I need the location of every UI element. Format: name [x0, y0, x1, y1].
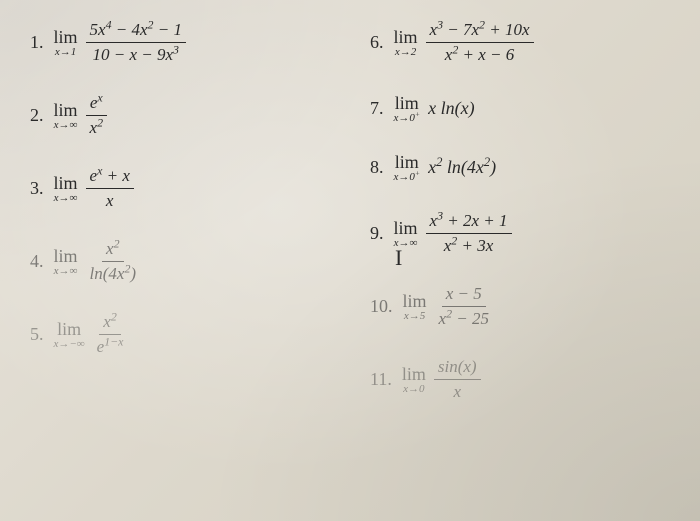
lim-text: lim: [403, 291, 427, 312]
problem-number: 4.: [30, 251, 44, 272]
left-column: 1.limx→15x4 − 4x2 − 110 − x − 9x32.limx→…: [30, 20, 350, 511]
denominator: x2: [86, 116, 108, 138]
limit-expression: limx→∞ x2ln(4x2): [54, 239, 141, 284]
lim-operator: limx→2: [394, 27, 418, 58]
numerator: x2: [99, 312, 121, 335]
problem-left-3: 3. limx→∞ ex + xx: [30, 166, 330, 211]
lim-operator: limx→5: [403, 291, 427, 322]
lim-operator: limx→0: [402, 364, 426, 395]
lim-text: lim: [54, 246, 78, 267]
problem-right-6: 11. limx→0 sin(x)x: [370, 357, 670, 402]
lim-subscript: x→0+: [394, 171, 421, 183]
lim-subscript: x→−∞: [54, 338, 85, 350]
inline-expression: x ln(x): [428, 98, 474, 119]
denominator: x: [102, 189, 118, 211]
lim-text: lim: [57, 319, 81, 340]
numerator: x2: [102, 239, 124, 262]
problem-number: 6.: [370, 32, 384, 53]
problem-number: 10.: [370, 296, 393, 317]
problem-number: 7.: [370, 98, 384, 119]
limit-expression: limx→∞ ex + xx: [54, 166, 134, 211]
problem-right-2: 7. limx→0+ x ln(x): [370, 93, 670, 124]
numerator: x3 + 2x + 1: [426, 211, 512, 234]
numerator: sin(x): [434, 357, 481, 380]
lim-subscript: x→0+: [394, 112, 421, 124]
denominator: ln(4x2): [86, 262, 141, 284]
problem-right-3: 8. limx→0+ x2 ln(4x2): [370, 152, 670, 183]
lim-text: lim: [394, 218, 418, 239]
limit-expression: limx→∞x3 + 2x + 1x2 + 3x: [394, 211, 512, 256]
denominator: e1−x: [93, 335, 128, 357]
problem-right-5: 10. limx→5 x − 5x2 − 25: [370, 284, 670, 329]
fraction: 5x4 − 4x2 − 110 − x − 9x3: [86, 20, 186, 65]
limit-expression: limx→−∞ x2e1−x: [54, 312, 128, 357]
lim-text: lim: [54, 173, 78, 194]
fraction: x2ln(4x2): [86, 239, 141, 284]
text-cursor-mark: I: [395, 245, 402, 271]
fraction: ex + xx: [86, 166, 134, 211]
limit-expression: limx→0 sin(x)x: [402, 357, 481, 402]
lim-operator: limx→1: [54, 27, 78, 58]
math-problems-container: 1.limx→15x4 − 4x2 − 110 − x − 9x32.limx→…: [0, 0, 700, 521]
lim-operator: limx→−∞: [54, 319, 85, 350]
problem-left-4: 4. limx→∞ x2ln(4x2): [30, 239, 330, 284]
lim-text: lim: [54, 27, 78, 48]
problem-left-5: 5. limx→−∞ x2e1−x: [30, 312, 330, 357]
denominator: 10 − x − 9x3: [89, 43, 184, 65]
lim-subscript: x→∞: [54, 192, 78, 204]
limit-expression: limx→2 x3 − 7x2 + 10xx2 + x − 6: [394, 20, 534, 65]
fraction: exx2: [86, 93, 108, 138]
problem-number: 3.: [30, 178, 44, 199]
lim-text: lim: [402, 364, 426, 385]
fraction: x − 5x2 − 25: [435, 284, 493, 329]
numerator: 5x4 − 4x2 − 1: [86, 20, 186, 43]
lim-operator: limx→∞: [54, 246, 78, 277]
problem-number: 5.: [30, 324, 44, 345]
denominator: x2 − 25: [435, 307, 493, 329]
problem-left-2: 2. limx→∞ exx2: [30, 93, 330, 138]
problem-number: 2.: [30, 105, 44, 126]
lim-operator: limx→∞: [54, 173, 78, 204]
fraction: x2e1−x: [93, 312, 128, 357]
problem-number: 1.: [30, 32, 44, 53]
denominator: x2 + x − 6: [441, 43, 519, 65]
lim-subscript: x→2: [395, 46, 416, 58]
limit-expression: limx→1 5x4 − 4x2 − 110 − x − 9x3: [54, 20, 186, 65]
numerator: x3 − 7x2 + 10x: [426, 20, 534, 43]
numerator: ex + x: [86, 166, 134, 189]
lim-operator: limx→0+: [394, 152, 421, 183]
lim-text: lim: [394, 27, 418, 48]
lim-subscript: x→0: [403, 383, 424, 395]
problem-number: 8.: [370, 157, 384, 178]
fraction: sin(x)x: [434, 357, 481, 402]
limit-expression: limx→0+ x ln(x): [394, 93, 475, 124]
limit-expression: limx→∞ exx2: [54, 93, 108, 138]
problem-number: 11.: [370, 369, 392, 390]
lim-subscript: x→∞: [54, 119, 78, 131]
fraction: x3 − 7x2 + 10xx2 + x − 6: [426, 20, 534, 65]
limit-expression: limx→0+ x2 ln(4x2): [394, 152, 497, 183]
fraction: x3 + 2x + 1x2 + 3x: [426, 211, 512, 256]
problem-right-4: 9. limx→∞x3 + 2x + 1x2 + 3x: [370, 211, 670, 256]
lim-operator: limx→∞: [54, 100, 78, 131]
denominator: x2 + 3x: [440, 234, 498, 256]
numerator: x − 5: [442, 284, 486, 307]
denominator: x: [449, 380, 465, 402]
lim-subscript: x→5: [404, 310, 425, 322]
problem-number: 9.: [370, 223, 384, 244]
limit-expression: limx→5 x − 5x2 − 25: [403, 284, 494, 329]
lim-text: lim: [54, 100, 78, 121]
problem-right-1: 6. limx→2 x3 − 7x2 + 10xx2 + x − 6: [370, 20, 670, 65]
problem-left-1: 1. limx→1 5x4 − 4x2 − 110 − x − 9x3: [30, 20, 330, 65]
lim-operator: limx→0+: [394, 93, 421, 124]
numerator: ex: [86, 93, 107, 116]
lim-subscript: x→1: [55, 46, 76, 58]
lim-subscript: x→∞: [54, 265, 78, 277]
inline-expression: x2 ln(4x2): [428, 157, 496, 178]
